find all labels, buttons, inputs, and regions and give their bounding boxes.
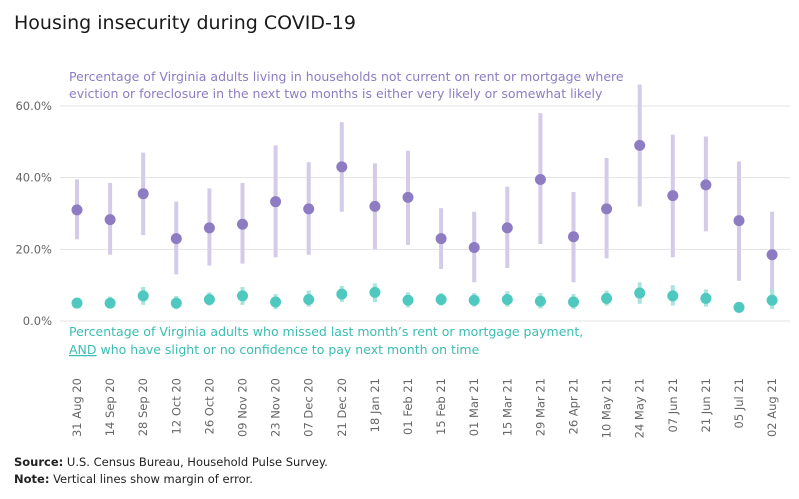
- x-tick-label: 29 Mar 21: [533, 378, 547, 436]
- x-tick-label: 01 Feb 21: [401, 378, 415, 435]
- data-point: [667, 290, 679, 302]
- x-tick-label: 09 Nov 20: [236, 378, 250, 437]
- data-point: [237, 218, 248, 230]
- data-point: [568, 231, 579, 243]
- data-point: [203, 222, 215, 234]
- x-tick-label: 15 Feb 21: [434, 378, 448, 435]
- x-tick-label: 07 Dec 20: [302, 378, 316, 437]
- y-tick-label: 20.0%: [15, 242, 52, 256]
- y-tick-label: 40.0%: [15, 171, 52, 185]
- data-point: [568, 296, 579, 308]
- data-point: [435, 233, 447, 245]
- x-tick-label: 18 Jan 21: [368, 378, 382, 432]
- x-axis-tick-labels: 31 Aug 20 14 Sep 20 28 Sep 20 12 Oct 20 26 O…: [70, 378, 779, 438]
- y-tick-label: 0.0%: [23, 314, 52, 328]
- y-axis-tick-labels: 0.0% 20.0% 40.0% 60.0%: [15, 99, 52, 328]
- x-tick-label: 31 Aug 20: [70, 378, 84, 437]
- x-tick-label: 01 Mar 21: [467, 378, 481, 436]
- data-point: [601, 203, 613, 215]
- source-label: Source:: [14, 455, 64, 469]
- note-label: Note:: [14, 472, 50, 486]
- x-tick-label: 21 Jun 21: [699, 378, 713, 433]
- series2-annotation-line1: Percentage of Virginia adults who missed…: [69, 324, 583, 339]
- data-point: [71, 204, 83, 216]
- data-point: [667, 190, 679, 202]
- y-tick-label: 60.0%: [15, 99, 52, 113]
- x-tick-label: 24 May 21: [633, 378, 647, 438]
- x-tick-label: 07 Jun 21: [666, 378, 680, 433]
- data-point: [402, 294, 414, 306]
- source-footnote: Source: U.S. Census Bureau, Household Pu…: [14, 455, 328, 469]
- x-tick-label: 23 Nov 20: [269, 378, 283, 437]
- data-point: [700, 179, 712, 191]
- series1-annotation-line2: eviction or foreclosure in the next two …: [69, 86, 603, 101]
- data-point: [303, 294, 315, 305]
- series-missed-payment: [71, 282, 778, 313]
- data-point: [336, 161, 348, 173]
- x-tick-label: 02 Aug 21: [765, 378, 779, 437]
- data-point: [601, 292, 613, 304]
- data-point: [501, 294, 513, 305]
- x-tick-label: 10 May 21: [600, 378, 614, 438]
- data-point: [733, 215, 745, 227]
- x-tick-label: 14 Sep 20: [103, 378, 117, 436]
- data-point: [766, 249, 778, 261]
- data-point: [766, 294, 778, 306]
- series2-annotation-rest: who have slight or no confidence to pay …: [97, 342, 480, 357]
- data-point: [104, 214, 116, 226]
- x-tick-label: 15 Mar 21: [500, 378, 514, 436]
- series2-annotation-line2: AND who have slight or no confidence to …: [69, 342, 480, 357]
- note-text: Vertical lines show margin of error.: [49, 472, 253, 486]
- data-point: [71, 297, 83, 309]
- data-point: [203, 294, 215, 305]
- data-point: [137, 290, 149, 302]
- data-point: [170, 233, 182, 245]
- source-text: U.S. Census Bureau, Household Pulse Surv…: [63, 455, 328, 469]
- data-point: [303, 203, 315, 215]
- chart-canvas: 0.0% 20.0% 40.0% 60.0% 31 Aug 20 14 Sep 20 28…: [15, 69, 790, 438]
- series2-annotation-and: AND: [69, 342, 97, 357]
- chart-title: Housing insecurity during COVID-19: [14, 12, 356, 34]
- data-point: [700, 292, 712, 304]
- x-tick-label: 26 Apr 21: [567, 378, 581, 434]
- data-point: [369, 200, 381, 212]
- data-point: [137, 188, 149, 200]
- x-tick-label: 21 Dec 20: [335, 378, 349, 437]
- data-point: [634, 139, 646, 151]
- data-point: [468, 242, 480, 254]
- data-point: [270, 196, 282, 208]
- data-point: [634, 287, 646, 299]
- data-point: [468, 294, 480, 306]
- x-tick-label: 28 Sep 20: [136, 378, 150, 436]
- data-point: [237, 290, 248, 302]
- data-point: [534, 173, 546, 185]
- grid-layer: [60, 105, 790, 322]
- data-point: [270, 296, 282, 308]
- data-point: [733, 301, 745, 313]
- data-point: [501, 222, 513, 234]
- x-tick-label: 05 Jul 21: [732, 378, 746, 428]
- data-point: [369, 286, 381, 298]
- data-point: [104, 297, 116, 309]
- x-tick-label: 12 Oct 20: [169, 378, 183, 434]
- data-point: [336, 288, 348, 300]
- note-footnote: Note: Vertical lines show margin of erro…: [14, 472, 253, 486]
- data-point: [534, 295, 546, 307]
- data-point: [402, 191, 414, 203]
- x-tick-label: 26 Oct 20: [202, 378, 216, 434]
- series-eviction-risk: [71, 84, 778, 298]
- series1-annotation-line1: Percentage of Virginia adults living in …: [69, 69, 624, 84]
- data-point: [435, 294, 447, 305]
- data-point: [170, 297, 182, 309]
